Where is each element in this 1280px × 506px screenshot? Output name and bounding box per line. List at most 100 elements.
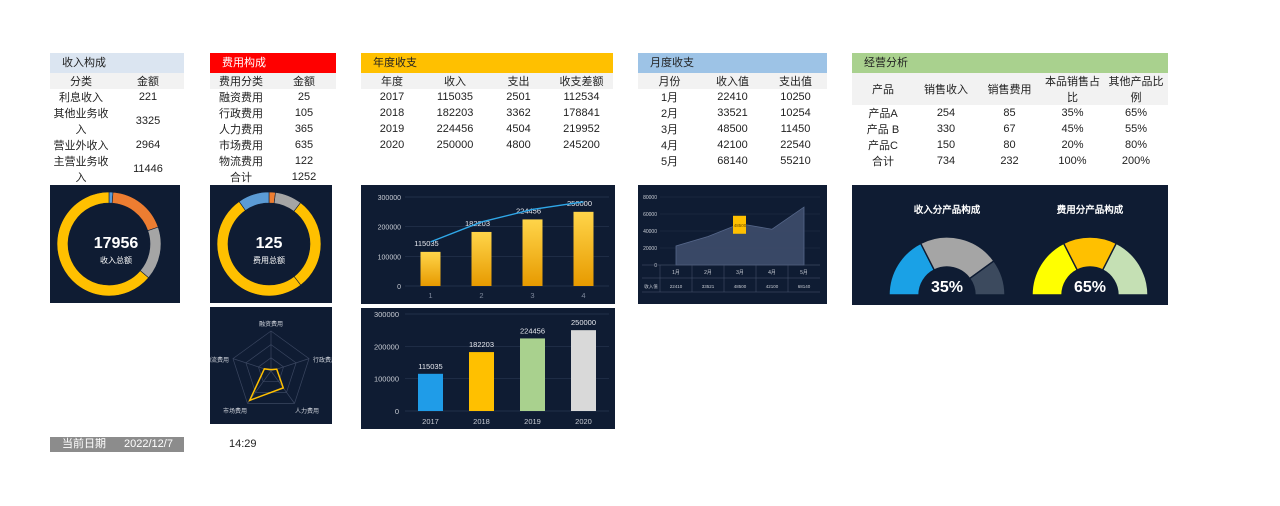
cell: 42100 [717,139,748,151]
annual-bar-line-chart: 0100000200000300000115035118220322244563… [378,195,609,300]
cell: 178841 [563,107,600,119]
cell: 11450 [780,123,811,135]
y-tick-label: 0 [397,284,401,291]
x-tick-label: 3月 [736,270,744,276]
x-tick-label: 4 [581,291,585,300]
cell: 主营业务收入 [53,156,109,184]
cell: 100% [1058,155,1087,167]
y-tick-label: 100000 [378,254,401,261]
data-table-value: 68140 [798,284,811,289]
table-row: 2017 115035 2501 112534 [361,89,613,105]
col-header: 产品 [852,73,914,105]
y-tick-label: 60000 [643,212,657,218]
annual-header: 年度收支 [361,53,613,74]
cell: 67 [1003,123,1016,135]
col-header: 销售收入 [914,73,978,105]
series-line [430,201,584,243]
col-header: 其他产品比例 [1104,73,1168,105]
cell: 2017 [379,91,405,103]
cell: 48500 [717,123,748,135]
cell: 3325 [135,115,161,127]
cell: 122 [294,155,314,167]
cell: 45% [1061,123,1084,135]
col-header: 支出 [487,73,550,89]
income-donut-panel[interactable]: 17956 收入总额 [50,185,180,303]
time-value: 14:29 [229,438,257,450]
cell: 融资费用 [219,92,263,104]
cell: 635 [294,139,314,151]
y-tick-label: 80000 [643,195,657,201]
cell: 365 [294,123,314,135]
cell: 其他业务收入 [53,108,109,136]
income-table: 分类 金额 利息收入 221 其他业务收入 3325 营业外收入 2964 主营业务收… [50,73,184,201]
current-date-bar: 当前日期 2022/12/7 [50,437,184,452]
cell: 2501 [506,91,531,103]
cell: 2020 [379,139,405,151]
data-table-value: 33521 [702,284,715,289]
y-tick-label: 0 [654,263,657,269]
donut-slice [238,191,270,211]
radar-grid-ring [258,357,284,383]
data-table-value: 48500 [734,284,747,289]
bar [469,352,494,411]
data-label: 250000 [567,199,592,208]
monthly-area-panel[interactable]: 0 20000 40000 60000 80000 48500 1月 22410 2月 33521… [638,185,827,304]
cell: 734 [936,155,956,167]
gauge-income-value: 35% [931,279,963,296]
table-row: 利息收入 221 [50,89,184,105]
y-tick-label: 0 [395,407,399,416]
cell: 市场费用 [219,140,263,152]
date-label: 当前日期 [62,438,106,450]
gauge-expense-title: 费用分产品构成 [1057,204,1124,216]
highlight-label: 48500 [734,223,747,228]
cell: 产品C [868,140,898,152]
table-row: 产品C 150 80 20% 80% [852,137,1168,153]
col-header: 金额 [272,73,336,89]
radar-grid-ring [232,330,310,404]
cell: 55210 [780,155,811,167]
data-table-value: 42100 [766,284,779,289]
x-tick-label: 5月 [800,270,808,276]
cell: 35% [1061,107,1084,119]
date-value: 2022/12/7 [124,438,173,450]
expense-donut-chart: 125 费用总额 [216,191,322,297]
cell: 人力费用 [219,124,263,136]
income-header: 收入构成 [50,53,184,74]
data-table-row-label: 收入值 [644,283,658,290]
annual-line-bar-panel[interactable]: 0 100000 200000 300000 115035 1 182203 2 224456 3… [361,185,615,304]
business-gauge-panel[interactable]: 收入分产品构成 35% 费用分产品构成 65% [852,185,1168,305]
radar-series [248,368,285,402]
table-row: 4月 42100 22540 [638,137,827,153]
annual-bar-panel[interactable]: 0 100000 200000 300000 115035 2017 182203 2018 2… [361,308,615,429]
x-tick-label: 2017 [422,417,439,426]
y-tick-label: 20000 [643,246,657,252]
data-label: 250000 [571,318,596,327]
cell: 营业外收入 [53,140,109,152]
x-tick-label: 1月 [672,270,680,276]
cell: 1月 [660,92,679,104]
expense-radar-panel[interactable]: 融资费用行政费用人力费用 市场费用 物流费用 [210,307,332,424]
cell: 65% [1124,107,1148,119]
monthly-header: 月度收支 [638,53,827,74]
donut-slice [56,191,149,297]
monthly-table: 月份 收入值 支出值 1月 22410 10250 2月 33521 10254 3月 4… [638,73,827,169]
table-row: 人力费用 365 [210,121,336,137]
cell: 行政费用 [219,108,263,120]
col-header: 收支差额 [550,73,613,89]
col-header: 收入 [423,73,487,89]
cell: 5月 [660,156,679,168]
cell: 232 [1000,155,1019,167]
cell: 2964 [135,139,161,151]
cell: 11446 [133,163,163,175]
expense-header: 费用构成 [210,53,336,74]
cell: 80% [1124,139,1148,151]
cell: 112534 [563,91,600,103]
annual-bar-chart: 0 100000 200000 300000 115035 2017 182203 2018 2… [374,310,609,426]
cell: 2019 [379,123,405,135]
y-tick-label: 100000 [374,375,399,384]
expense-donut-panel[interactable]: 125 费用总额 [210,185,332,303]
cell: 25 [297,91,311,103]
col-header: 年度 [361,73,423,89]
highlight-marker [733,215,746,234]
table-row: 合计 1252 [210,169,336,185]
